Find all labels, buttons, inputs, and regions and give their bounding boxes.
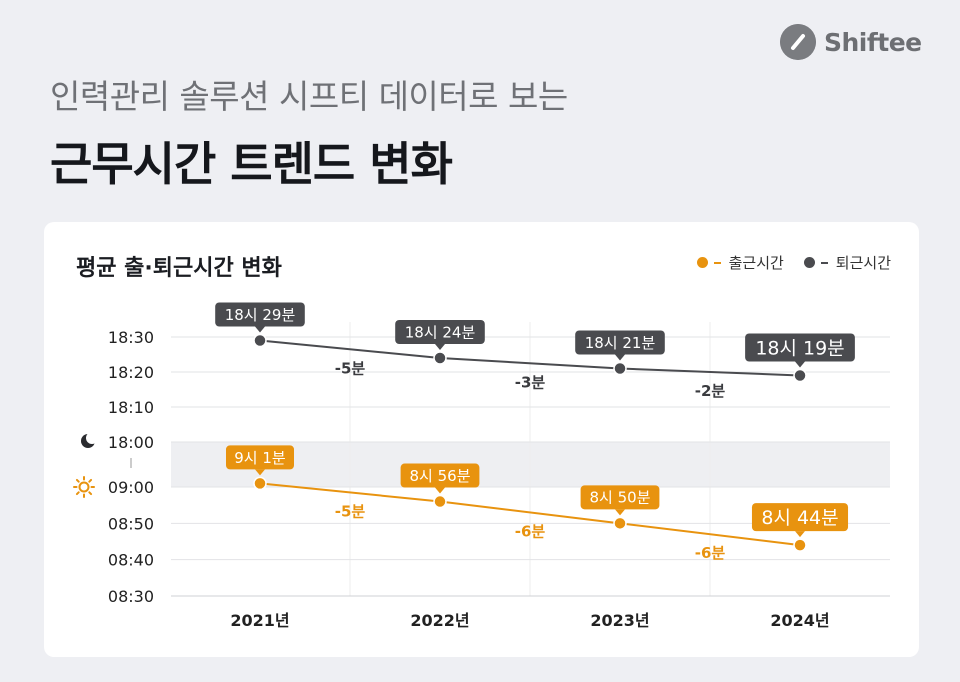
y-tick-label: 08:40 (108, 551, 154, 570)
sun-icon-ray (88, 491, 93, 496)
series-line-arrival (259, 482, 801, 547)
data-label-box (400, 463, 480, 488)
delta-label: -5분 (335, 359, 366, 377)
sun-icon (78, 481, 90, 493)
data-label-pointer (795, 531, 805, 538)
page-subtitle: 인력관리 솔루션 시프티 데이터로 보는 (50, 77, 568, 116)
legend-label-departure: 퇴근시간 (835, 254, 891, 272)
data-label-box (575, 330, 665, 355)
data-label: 8시 44분 (761, 507, 838, 529)
data-label-box (751, 503, 849, 532)
delta-label: -6분 (515, 522, 546, 540)
data-point (613, 516, 627, 531)
brand-logo: Shiftee (780, 24, 922, 60)
data-label-pointer (615, 509, 625, 516)
data-label-pointer (255, 326, 265, 333)
data-point (433, 351, 447, 365)
x-tick-label: 2023년 (590, 611, 649, 630)
brand-name: Shiftee (824, 27, 922, 57)
y-tick-label: 08:30 (108, 587, 154, 606)
data-label-box (745, 333, 855, 362)
data-label-box (226, 445, 294, 470)
data-point (253, 476, 267, 491)
legend-item-departure: 퇴근시간 (803, 252, 891, 273)
page-title: 근무시간 트렌드 변화 (50, 137, 453, 191)
series-line-departure (259, 339, 801, 377)
legend-label-arrival: 출근시간 (728, 254, 784, 272)
data-label-pointer (795, 361, 805, 368)
chart-title: 평균 출·퇴근시간 변화 (76, 256, 282, 281)
data-point (433, 494, 447, 509)
y-tick-label: 18:30 (108, 328, 154, 347)
line-chart: 18:30 18:20 18:10 18:00 09:00 08:50 08:40 08:30… (73, 302, 890, 630)
data-label-box (395, 320, 485, 344)
moon-icon-cutout (86, 432, 98, 444)
data-point (253, 333, 267, 348)
legend-marker-departure (803, 257, 815, 268)
data-label: 18시 21분 (585, 334, 656, 352)
y-tick-label: 18:00 (108, 433, 154, 452)
data-point (613, 361, 627, 376)
data-label-box (580, 485, 660, 510)
x-tick-label: 2024년 (770, 611, 829, 630)
shiftee-logo-icon (780, 24, 816, 60)
y-tick-label: 18:20 (108, 363, 154, 382)
data-label-pointer (435, 344, 445, 350)
y-tick-label: 18:10 (108, 398, 154, 417)
legend-dash-departure (820, 261, 828, 264)
sun-icon-ray (88, 478, 93, 483)
data-label-pointer (435, 487, 445, 494)
delta-label: -3분 (515, 373, 546, 391)
delta-label: -6분 (695, 544, 726, 562)
data-label: 18시 29분 (225, 306, 296, 324)
x-tick-label: 2022년 (410, 611, 469, 630)
sun-icon-ray (75, 491, 80, 496)
data-label-pointer (615, 354, 625, 361)
chart-legend: 출근시간 퇴근시간 (696, 252, 891, 273)
data-label: 9시 1분 (234, 449, 286, 467)
y-tick-label: 08:50 (108, 514, 154, 533)
data-point (793, 538, 807, 552)
sun-icon-ray (75, 478, 80, 483)
data-label: 18시 24분 (405, 323, 476, 341)
legend-dash-arrival (713, 261, 721, 264)
data-label: 8시 50분 (590, 489, 651, 507)
y-tick-label: 09:00 (108, 478, 154, 497)
legend-item-arrival: 출근시간 (696, 252, 784, 273)
data-label: 8시 56분 (410, 467, 471, 485)
delta-label: -5분 (335, 502, 366, 520)
data-point (793, 368, 807, 383)
x-tick-label: 2021년 (230, 611, 289, 630)
chart-card: 평균 출·퇴근시간 변화 출근시간 퇴근시간 18:30 18:20 18:10 18… (44, 222, 919, 657)
delta-label: -2분 (695, 382, 726, 400)
data-label: 18시 19분 (755, 337, 844, 359)
data-label-box (215, 302, 305, 327)
legend-marker-arrival (696, 257, 708, 268)
data-label-pointer (255, 469, 265, 476)
